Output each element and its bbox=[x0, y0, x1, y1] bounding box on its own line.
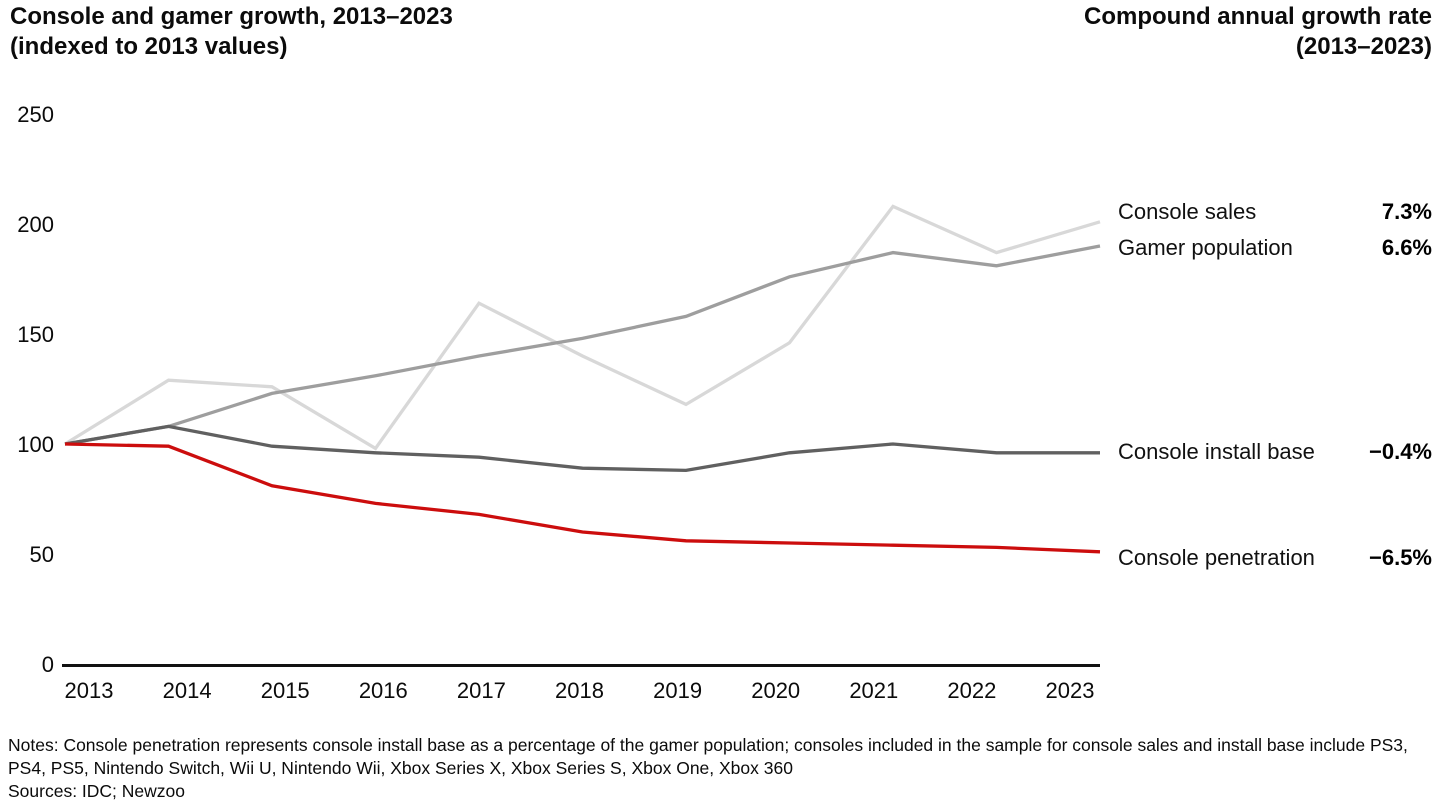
legend-label: Gamer population bbox=[1118, 235, 1293, 260]
legend-value-cagr: 6.6% bbox=[1381, 235, 1432, 260]
legend-label: Console install base bbox=[1118, 439, 1315, 464]
series-line-console-penetration bbox=[64, 442, 1101, 554]
series-line-console-install-base bbox=[64, 424, 1100, 473]
legend-item-console-sales: Console sales 7.3% bbox=[1118, 198, 1432, 226]
footnotes: Notes: Console penetration represents co… bbox=[8, 734, 1436, 803]
line-chart: 0 50 100 150 200 250 2013 2014 2015 2016 2017 2018 2… bbox=[17, 102, 1101, 703]
y-tick-label: 100 bbox=[17, 432, 54, 457]
legend-item-console-install-base: Console install base −0.4% bbox=[1118, 438, 1432, 466]
chart-title-line2: (indexed to 2013 values) bbox=[10, 33, 288, 60]
x-tick-label: 2020 bbox=[751, 678, 800, 703]
y-tick-label: 150 bbox=[17, 322, 54, 347]
chart-title: Console and gamer growth, 2013–2023 (inde… bbox=[10, 2, 453, 62]
x-tick-label: 2022 bbox=[947, 678, 996, 703]
x-tick-label: 2018 bbox=[555, 678, 604, 703]
cagr-header-line1: Compound annual growth rate bbox=[1084, 3, 1432, 30]
cagr-header: Compound annual growth rate (2013–2023) bbox=[1084, 2, 1432, 62]
x-tick-label: 2016 bbox=[359, 678, 408, 703]
x-tick-label: 2023 bbox=[1046, 678, 1095, 703]
x-tick-label: 2017 bbox=[457, 678, 506, 703]
y-tick-label: 50 bbox=[30, 542, 54, 567]
y-tick-label: 200 bbox=[17, 212, 54, 237]
x-tick-label: 2015 bbox=[261, 678, 310, 703]
x-tick-label: 2021 bbox=[849, 678, 898, 703]
y-tick-label: 0 bbox=[42, 652, 54, 677]
x-tick-label: 2019 bbox=[653, 678, 702, 703]
y-tick-label: 250 bbox=[17, 102, 54, 127]
legend-label: Console penetration bbox=[1118, 545, 1315, 570]
legend-item-gamer-population: Gamer population 6.6% bbox=[1118, 234, 1432, 262]
legend-value-cagr: −0.4% bbox=[1369, 439, 1432, 464]
sources-text: Sources: IDC; Newzoo bbox=[8, 781, 186, 801]
legend-item-console-penetration: Console penetration −6.5% bbox=[1118, 544, 1432, 572]
series-line-console-sales bbox=[64, 204, 1101, 451]
legend-label: Console sales bbox=[1118, 199, 1257, 224]
legend-value-cagr: 7.3% bbox=[1381, 199, 1432, 224]
legend-value-cagr: −6.5% bbox=[1369, 545, 1432, 570]
cagr-header-line2: (2013–2023) bbox=[1295, 33, 1432, 60]
notes-text: Notes: Console penetration represents co… bbox=[8, 735, 1408, 778]
x-tick-label: 2014 bbox=[163, 678, 212, 703]
series-line-gamer-population bbox=[64, 244, 1101, 446]
x-tick-label: 2013 bbox=[65, 678, 114, 703]
chart-title-line1: Console and gamer growth, 2013–2023 bbox=[10, 3, 453, 30]
